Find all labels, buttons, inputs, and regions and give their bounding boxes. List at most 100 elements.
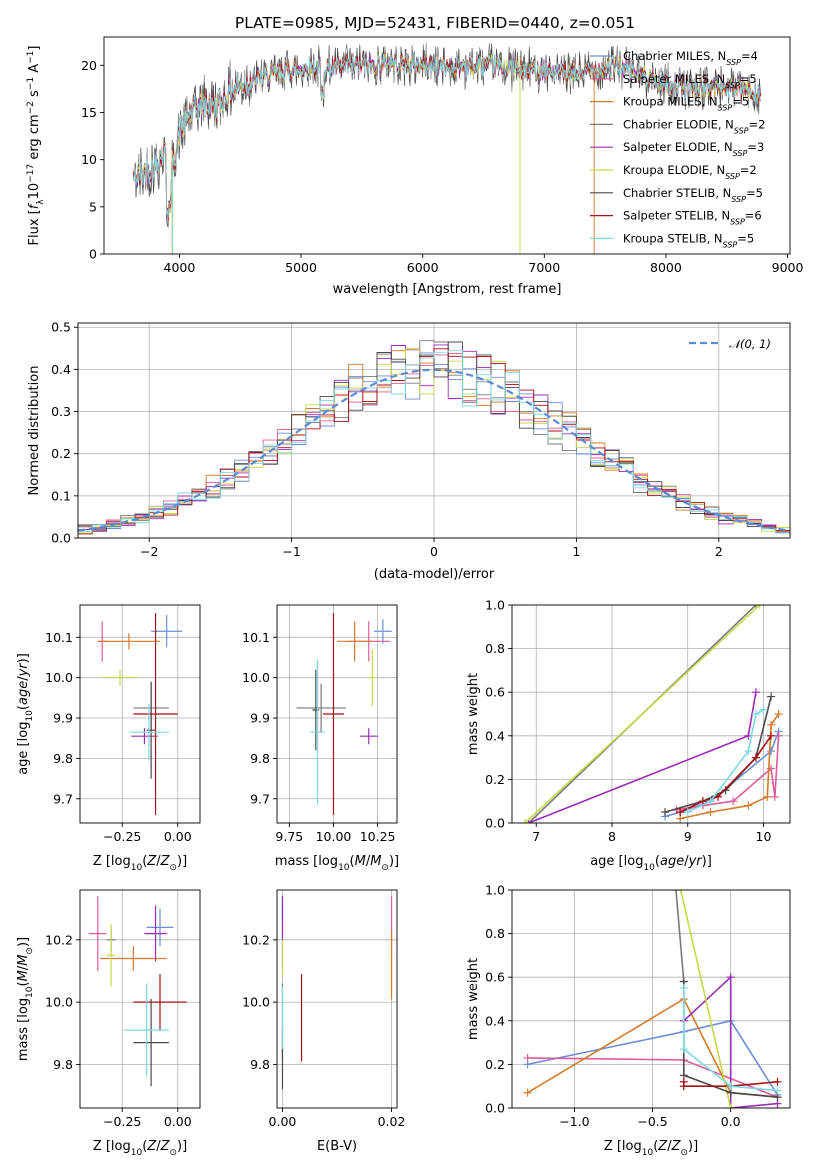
- x-tick-label: 0.00: [164, 829, 192, 844]
- axes-frame: [103, 36, 791, 255]
- weight-marker: [726, 973, 735, 982]
- error-bar-point: [374, 619, 392, 644]
- y-tick-label: 0.4: [485, 1013, 505, 1028]
- weight-marker: [679, 984, 688, 993]
- legend-label: Kroupa MILES, NSSP=5: [623, 95, 749, 113]
- error-bar-point: [124, 983, 169, 1077]
- y-tick-label: 9.8: [53, 1057, 73, 1072]
- y-tick-label: 10.1: [242, 630, 270, 645]
- weight-marker: [714, 792, 723, 801]
- error-bar-point: [88, 896, 107, 971]
- x-tick-label: 0.0: [721, 1114, 741, 1129]
- age-vs-z-panel: −0.25 0.00 9.7 9.8 9.9 10.0 10.1 Z [log10(Z/Z⊙)…: [16, 604, 201, 873]
- x-tick-label: 8: [608, 829, 616, 844]
- weight-marker: [744, 747, 753, 756]
- y-tick-label: 0.6: [485, 970, 505, 985]
- age-vs-mass-panel: 9.75 10.00 10.25 9.7 9.8 9.9 10.0 10.1 mass [log…: [242, 604, 399, 873]
- weight-marker: [706, 808, 715, 817]
- weight-series: [664, 731, 780, 818]
- x-tick-label: 5000: [285, 260, 317, 275]
- figure-title: PLATE=0985, MJD=52431, FIBERID=0440, z=0…: [235, 14, 635, 32]
- x-tick-label: 9000: [772, 260, 804, 275]
- weight-marker: [755, 605, 764, 609]
- error-bar-point: [322, 613, 345, 815]
- x-tick-label: 8000: [650, 260, 682, 275]
- y-tick-label: 0.3: [51, 404, 71, 419]
- weight-series: [680, 713, 780, 820]
- histogram-steps: [78, 340, 790, 537]
- weight-marker: [751, 688, 760, 697]
- error-bar-point: [97, 633, 160, 650]
- legend: Chabrier MILES, NSSP=4 Salpeter MILES, NS…: [590, 49, 765, 249]
- x-tick-label: 0: [430, 544, 438, 559]
- y-axis-label: mass weight: [466, 673, 481, 755]
- error-bar-point: [146, 908, 174, 947]
- y-tick-label: 10.1: [45, 630, 73, 645]
- error-bars: [88, 896, 187, 1087]
- normal-curve: [78, 368, 790, 532]
- weight-lines: [523, 890, 782, 1108]
- x-axis-label: age [log10(age/yr)]: [590, 854, 712, 873]
- weight-marker: [523, 1088, 532, 1097]
- x-tick-label: 10.00: [316, 829, 352, 844]
- x-axis-label: mass [log10(M/M⊙)]: [275, 854, 399, 873]
- x-tick-label: 9.75: [275, 829, 303, 844]
- x-axis-label: Z [log10(Z/Z⊙)]: [604, 1139, 698, 1158]
- error-bar-point: [100, 946, 167, 971]
- y-tick-label: 0.5: [51, 320, 71, 335]
- spectrum-lines: [132, 42, 762, 254]
- weight-marker: [751, 753, 760, 762]
- y-tick-label: 0.1: [51, 488, 71, 503]
- weight-marker: [744, 801, 753, 810]
- weight-marker: [661, 808, 670, 817]
- x-tick-label: −1: [282, 544, 300, 559]
- legend-label: Salpeter MILES, NSSP=5: [623, 72, 757, 90]
- x-tick-label: 7000: [528, 260, 560, 275]
- x-axis-label: Z [log10(Z/Z⊙)]: [93, 1139, 187, 1158]
- y-tick-label: 0.8: [485, 641, 505, 656]
- legend-label: Salpeter ELODIE, NSSP=3: [623, 140, 764, 158]
- x-axis-label: E(B-V): [317, 1139, 357, 1154]
- spectrum-line: [132, 53, 762, 218]
- weight-series: [679, 890, 732, 1108]
- weight-marker: [679, 1045, 688, 1054]
- x-axis-label: Z [log10(Z/Z⊙)]: [93, 854, 187, 873]
- y-axis-label: mass weight: [466, 958, 481, 1040]
- y-tick-label: 10.0: [45, 670, 73, 685]
- mass-vs-ebv-panel: 0.00 0.02 9.8 10.0 10.2 E(B-V): [242, 889, 405, 1154]
- x-tick-label: −0.25: [103, 1114, 141, 1129]
- y-axis-label: Normed distribution: [27, 366, 42, 496]
- error-bar-point: [131, 728, 158, 745]
- x-tick-label: 10: [756, 829, 772, 844]
- legend-label: Chabrier ELODIE, NSSP=2: [623, 117, 765, 135]
- weight-series: [527, 1019, 779, 1096]
- y-tick-label: 0: [89, 247, 97, 262]
- axes-frame: [79, 604, 201, 824]
- error-bar-point: [133, 613, 178, 815]
- y-tick-label: 0.2: [51, 446, 71, 461]
- weight-marker: [706, 797, 715, 806]
- x-tick-label: 4000: [164, 260, 196, 275]
- y-axis-label: Flux [fλ10−17 erg cm−2 s−1 A−1]: [26, 46, 46, 246]
- y-axis-label: mass [log10(M/M⊙)]: [16, 937, 35, 1061]
- error-bar-point: [144, 905, 167, 962]
- weight-lines: [520, 605, 783, 823]
- y-tick-label: 0.0: [485, 1101, 505, 1116]
- y-tick-label: 9.8: [53, 751, 73, 766]
- weight-marker: [763, 792, 772, 801]
- legend-label: Salpeter STELIB, NSSP=6: [623, 209, 762, 227]
- error-bar-point: [151, 615, 183, 648]
- x-tick-label: 2: [715, 544, 723, 559]
- legend-label: 𝒩(0, 1): [729, 337, 771, 351]
- weight-marker: [520, 819, 529, 823]
- legend-label: Chabrier STELIB, NSSP=5: [623, 186, 763, 204]
- error-bar-point: [133, 999, 169, 1087]
- y-tick-label: 10.2: [45, 932, 73, 947]
- weight-marker: [726, 1082, 735, 1091]
- weight-marker: [773, 1077, 782, 1086]
- x-tick-label: −0.25: [103, 829, 141, 844]
- weight-marker: [676, 890, 685, 894]
- error-bar-point: [312, 669, 320, 751]
- x-tick-label: 6000: [407, 260, 439, 275]
